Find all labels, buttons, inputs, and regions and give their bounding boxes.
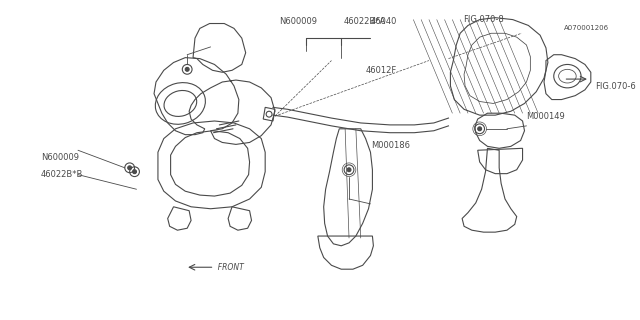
Text: 46012F: 46012F xyxy=(365,66,397,75)
Text: 46040: 46040 xyxy=(371,17,397,27)
Text: N600009: N600009 xyxy=(279,17,317,27)
Text: A070001206: A070001206 xyxy=(564,25,609,31)
Text: 46022B*B: 46022B*B xyxy=(41,170,83,179)
Text: M000186: M000186 xyxy=(371,141,410,150)
Text: N600009: N600009 xyxy=(41,153,79,162)
Text: FIG.070-8: FIG.070-8 xyxy=(463,15,504,25)
Text: FRONT: FRONT xyxy=(212,263,243,272)
Text: FIG.070-6: FIG.070-6 xyxy=(595,82,636,92)
Circle shape xyxy=(185,68,189,71)
Circle shape xyxy=(477,127,482,131)
Circle shape xyxy=(128,166,132,170)
Text: 46022B*A: 46022B*A xyxy=(343,17,385,27)
Circle shape xyxy=(132,170,136,174)
Text: M000149: M000149 xyxy=(527,112,565,121)
Circle shape xyxy=(347,168,351,172)
